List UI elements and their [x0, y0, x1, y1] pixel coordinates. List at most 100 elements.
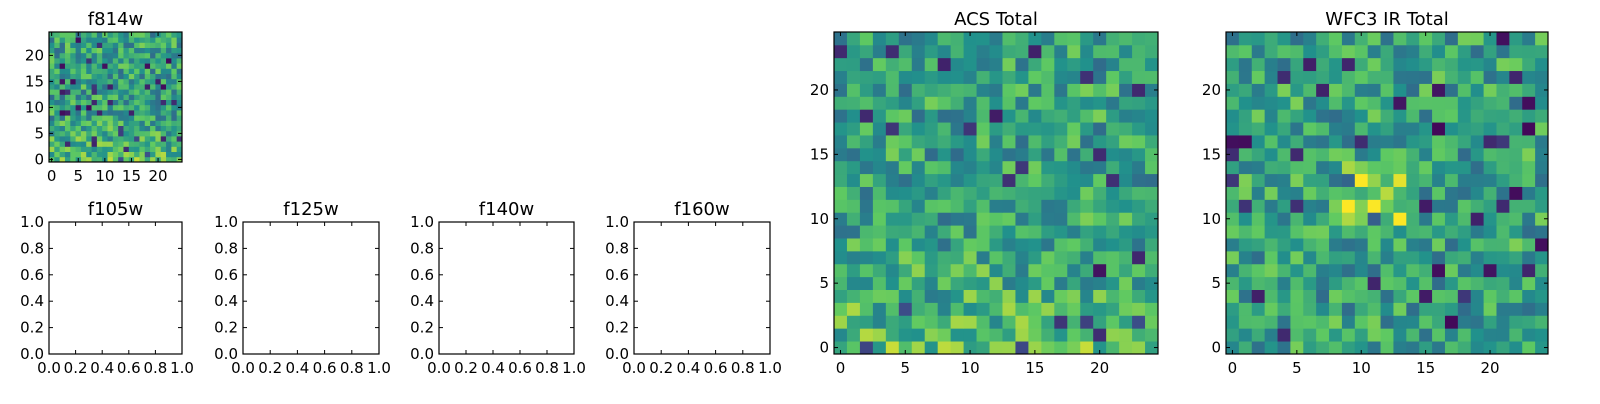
heatmap-cell: [160, 156, 167, 163]
heatmap-cell: [1290, 315, 1304, 329]
heatmap-cell: [1483, 186, 1497, 200]
heatmap-cell: [96, 130, 103, 137]
heatmap-cell: [1015, 109, 1029, 123]
heatmap-cell: [1470, 186, 1484, 200]
heatmap-cell: [144, 125, 151, 132]
heatmap-cell: [1509, 44, 1523, 59]
heatmap-cell: [1316, 186, 1330, 200]
heatmap-cell: [96, 94, 103, 100]
heatmap-cell: [859, 315, 874, 329]
heatmap-cell: [1093, 96, 1107, 110]
heatmap-cell: [1106, 32, 1120, 46]
subplot-title: f814w: [88, 9, 143, 30]
heatmap-cell: [1251, 70, 1266, 84]
heatmap-cell: [134, 63, 140, 69]
heatmap-cell: [75, 84, 82, 90]
heatmap-cell: [171, 63, 178, 69]
heatmap-cell: [1470, 199, 1484, 213]
heatmap-cell: [1054, 199, 1068, 213]
heatmap-cell: [911, 225, 926, 239]
heatmap-cell: [859, 263, 874, 278]
axes-frame: [1225, 31, 1549, 355]
heatmap-cell: [1316, 289, 1330, 303]
heatmap-cell: [1002, 70, 1016, 84]
heatmap-cell: [1457, 199, 1472, 213]
heatmap-cell: [1470, 238, 1484, 252]
heatmap-cell: [963, 328, 977, 342]
heatmap-cell: [1329, 96, 1343, 110]
heatmap-cell: [1226, 147, 1240, 162]
heatmap-cell: [937, 225, 952, 239]
heatmap-cell: [91, 73, 98, 80]
heatmap-cell: [160, 136, 167, 142]
heatmap-cell: [144, 89, 151, 95]
heatmap-cell: [150, 47, 156, 54]
heatmap-cell: [1329, 328, 1343, 342]
heatmap-cell: [989, 238, 1003, 252]
heatmap-cell: [54, 125, 61, 132]
heatmap-cell: [1015, 147, 1029, 162]
heatmap-cell: [1002, 147, 1016, 162]
y-tick-label: 0.2: [410, 319, 434, 337]
heatmap-cell: [1316, 276, 1330, 290]
heatmap-cell: [1470, 44, 1484, 59]
heatmap-cell: [937, 96, 952, 110]
heatmap-cell: [885, 96, 900, 110]
heatmap-cell: [963, 32, 977, 46]
heatmap-cell: [139, 78, 146, 85]
heatmap-cell: [1080, 109, 1094, 123]
heatmap-cell: [144, 130, 151, 137]
heatmap-cell: [112, 63, 119, 69]
heatmap-cell: [1028, 135, 1042, 149]
heatmap-cell: [1277, 44, 1291, 59]
heatmap-cell: [1041, 212, 1055, 226]
heatmap-cell: [1226, 315, 1240, 329]
heatmap-cell: [1432, 57, 1446, 72]
heatmap-cell: [1393, 109, 1407, 123]
heatmap-cell: [96, 99, 103, 106]
heatmap-cell: [1406, 276, 1420, 290]
heatmap-cell: [1354, 122, 1369, 136]
heatmap-cell: [1483, 122, 1497, 136]
heatmap-cell: [139, 115, 146, 121]
heatmap-cell: [139, 151, 146, 158]
heatmap-cell: [963, 225, 977, 239]
heatmap-cell: [155, 110, 162, 116]
heatmap-cell: [859, 70, 874, 84]
heatmap-cell: [846, 276, 861, 290]
heatmap-cell: [950, 160, 964, 175]
heatmap-cell: [96, 73, 103, 80]
heatmap-cell: [872, 212, 887, 226]
heatmap-cell: [937, 122, 952, 136]
heatmap-cell: [1457, 122, 1472, 136]
heatmap-cell: [139, 136, 146, 142]
heatmap-cell: [1535, 122, 1549, 136]
y-tick-label: 1.0: [410, 213, 434, 231]
heatmap-cell: [128, 110, 135, 116]
heatmap-cell: [1067, 173, 1081, 187]
heatmap-cell: [107, 146, 114, 152]
heatmap-cell: [1432, 83, 1446, 97]
x-tick-label: 0.0: [427, 359, 451, 377]
y-tick-label: 0.4: [214, 292, 238, 310]
heatmap-cell: [1264, 173, 1278, 187]
heatmap-cell: [1080, 199, 1094, 213]
heatmap-cell: [898, 135, 913, 149]
heatmap-cell: [1509, 328, 1523, 342]
heatmap-cell: [872, 44, 887, 59]
heatmap-cell: [898, 315, 913, 329]
heatmap-cell: [144, 94, 151, 100]
heatmap-cell: [1226, 263, 1240, 278]
heatmap-cell: [86, 94, 92, 100]
heatmap-cell: [112, 84, 119, 90]
heatmap-cell: [1419, 122, 1433, 136]
heatmap-cell: [1457, 328, 1472, 342]
heatmap-cell: [834, 328, 848, 342]
heatmap-cell: [102, 68, 108, 74]
heatmap-cell: [1367, 289, 1381, 303]
heatmap-cell: [898, 212, 913, 226]
heatmap-cell: [86, 78, 92, 85]
heatmap-cell: [872, 122, 887, 136]
heatmap-cell: [1226, 96, 1240, 110]
heatmap-cell: [1329, 250, 1343, 265]
